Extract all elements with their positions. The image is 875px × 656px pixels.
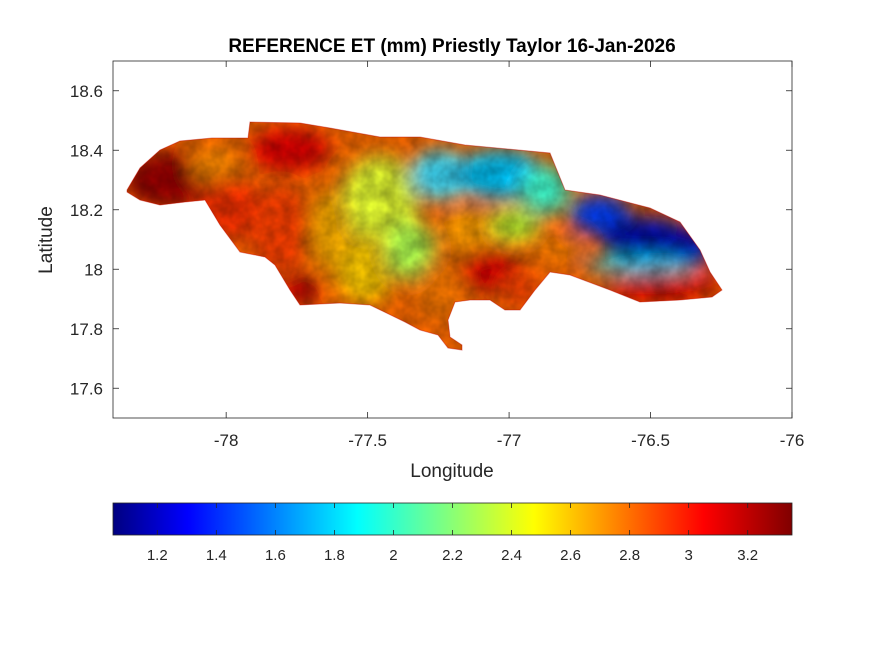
- colorbar-tick-label: 2.8: [619, 547, 640, 564]
- colorbar-tick-label: 1.2: [147, 547, 168, 564]
- x-tick-label: -77: [497, 431, 522, 450]
- colorbar-ticks: 1.2 1.4 1.6 1.8 2 2.2 2.4 2.6 2.8 3 3.2: [147, 503, 758, 564]
- x-axis-label: Longitude: [410, 461, 493, 482]
- y-tick-label: 17.8: [70, 320, 103, 339]
- x-tick-label: -76.5: [631, 431, 670, 450]
- colorbar-tick-label: 1.6: [265, 547, 286, 564]
- y-axis-label: Latitude: [36, 206, 57, 274]
- y-tick-label: 18.4: [70, 141, 103, 160]
- y-tick-label: 17.6: [70, 379, 103, 398]
- colorbar-tick-label: 3.2: [737, 547, 758, 564]
- x-tick-label: -76: [780, 431, 805, 450]
- y-tick-label: 18.2: [70, 201, 103, 220]
- map-title: REFERENCE ET (mm) Priestly Taylor 16-Jan…: [228, 36, 675, 57]
- colorbar: [112, 502, 793, 536]
- x-tick-label: -77.5: [348, 431, 387, 450]
- x-tick-marks: [225, 61, 793, 418]
- y-tick-labels: 17.6 17.8 18 18.2 18.4 18.6: [70, 82, 103, 399]
- y-tick-label: 18.6: [70, 82, 103, 101]
- y-tick-label: 18: [84, 260, 103, 279]
- colorbar-tick-label: 2.2: [442, 547, 463, 564]
- colorbar-tick-label: 1.8: [324, 547, 345, 564]
- y-tick-marks: [113, 90, 792, 389]
- x-tick-label: -78: [214, 431, 239, 450]
- x-tick-labels: -78 -77.5 -77 -76.5 -76: [214, 431, 804, 450]
- colorbar-tick-label: 3: [685, 547, 693, 564]
- colorbar-tick-label: 2.6: [560, 547, 581, 564]
- colorbar-tick-label: 2.4: [501, 547, 522, 564]
- colorbar-tick-label: 2: [389, 547, 397, 564]
- colorbar-tick-label: 1.4: [206, 547, 227, 564]
